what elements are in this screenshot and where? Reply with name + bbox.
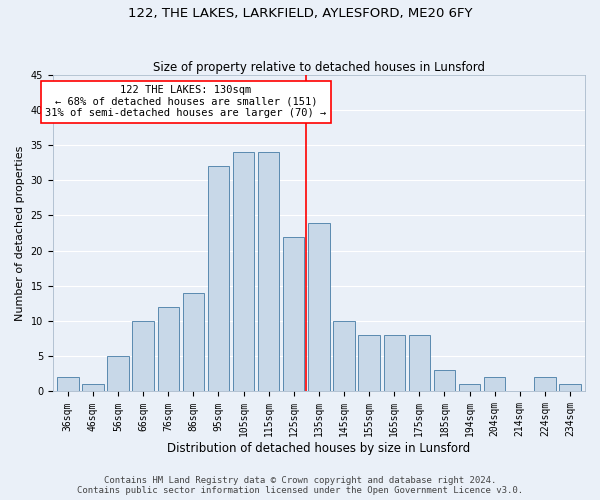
Bar <box>383 335 405 392</box>
Bar <box>233 152 254 392</box>
Bar <box>434 370 455 392</box>
Text: Contains HM Land Registry data © Crown copyright and database right 2024.
Contai: Contains HM Land Registry data © Crown c… <box>77 476 523 495</box>
Bar <box>559 384 581 392</box>
Bar <box>334 321 355 392</box>
Bar <box>308 222 329 392</box>
Bar <box>182 293 204 392</box>
Bar <box>534 378 556 392</box>
Bar <box>283 236 304 392</box>
Title: Size of property relative to detached houses in Lunsford: Size of property relative to detached ho… <box>153 60 485 74</box>
Bar <box>107 356 129 392</box>
Bar <box>258 152 280 392</box>
Bar <box>57 378 79 392</box>
Bar <box>484 378 505 392</box>
Bar <box>459 384 480 392</box>
Bar <box>158 307 179 392</box>
Y-axis label: Number of detached properties: Number of detached properties <box>15 146 25 321</box>
Bar <box>82 384 104 392</box>
Text: 122, THE LAKES, LARKFIELD, AYLESFORD, ME20 6FY: 122, THE LAKES, LARKFIELD, AYLESFORD, ME… <box>128 8 472 20</box>
Bar <box>358 335 380 392</box>
Bar <box>409 335 430 392</box>
Bar <box>208 166 229 392</box>
Text: 122 THE LAKES: 130sqm
← 68% of detached houses are smaller (151)
31% of semi-det: 122 THE LAKES: 130sqm ← 68% of detached … <box>45 85 326 118</box>
Bar <box>133 321 154 392</box>
X-axis label: Distribution of detached houses by size in Lunsford: Distribution of detached houses by size … <box>167 442 470 455</box>
